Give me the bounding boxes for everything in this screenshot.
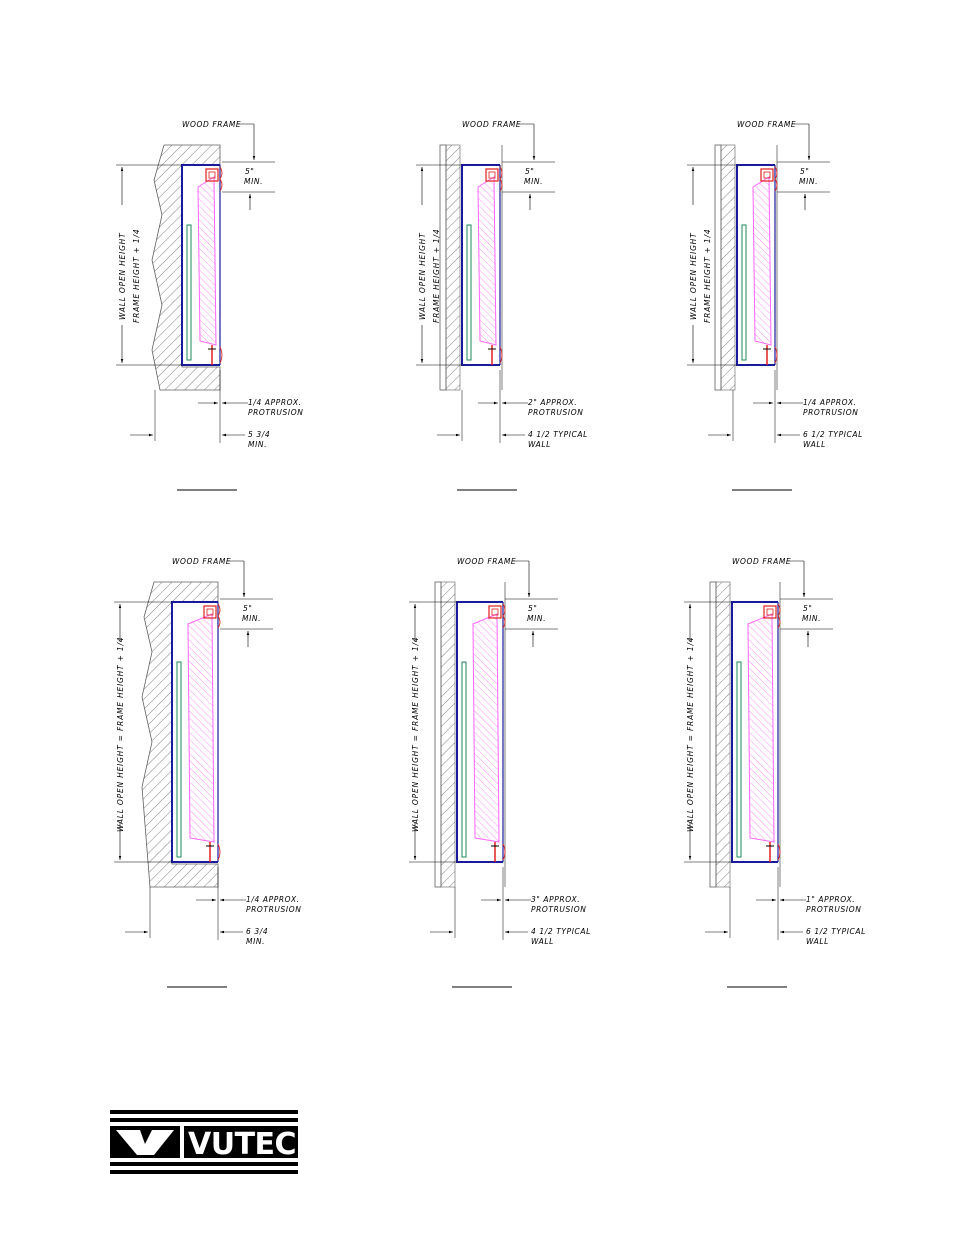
clearance-min: MIN. <box>802 614 821 623</box>
inner-panel <box>466 224 472 361</box>
clearance-min: MIN. <box>527 614 546 623</box>
protrusion-sub: PROTRUSION <box>528 408 583 417</box>
inner-panel <box>461 661 467 858</box>
screen-hatch <box>472 613 500 843</box>
wood-frame-label: WOOD FRAME <box>732 557 791 566</box>
height-label: WALL OPEN HEIGHT <box>118 232 127 320</box>
vutec-logo: VUTEC <box>110 1110 298 1174</box>
detail-3: WOOD FRAME 5"MIN. WALL OPEN HEIGHT FRAME HE… <box>687 120 863 491</box>
detail-5: WOOD FRAME 5"MIN. WALL OPEN HEIGHT = FRAME… <box>409 557 591 988</box>
wood-frame-label: WOOD FRAME <box>457 557 516 566</box>
wood-frame-block <box>485 168 499 182</box>
wood-frame-label: WOOD FRAME <box>737 120 796 129</box>
inner-panel <box>186 224 192 361</box>
clearance-value: 5" <box>245 167 254 176</box>
height-label-2: FRAME HEIGHT + 1/4 <box>132 229 141 323</box>
wood-frame-label: WOOD FRAME <box>462 120 521 129</box>
protrusion-value: 2" APPROX. <box>528 398 577 407</box>
wall-stud <box>709 581 717 888</box>
wood-frame-block <box>203 605 217 619</box>
protrusion-sub: PROTRUSION <box>531 905 586 914</box>
screen-hatch <box>197 176 217 346</box>
brand-name: VUTEC <box>188 1127 296 1162</box>
wood-frame-block <box>760 168 774 182</box>
depth-value: 4 1/2 TYPICAL <box>531 927 591 936</box>
clearance-min: MIN. <box>242 614 261 623</box>
wood-frame-block <box>763 605 777 619</box>
height-label-2: FRAME HEIGHT + 1/4 <box>703 229 712 323</box>
protrusion-value: 1/4 APPROX. <box>803 398 857 407</box>
v-mark-icon <box>116 1130 174 1155</box>
protrusion-value: 1" APPROX. <box>806 895 855 904</box>
frame-outline <box>461 164 500 366</box>
depth-sub: WALL <box>528 440 551 449</box>
height-label: WALL OPEN HEIGHT = FRAME HEIGHT + 1/4 <box>411 637 420 832</box>
screen-hatch <box>187 613 215 843</box>
protrusion-sub: PROTRUSION <box>803 408 858 417</box>
clearance-min: MIN. <box>799 177 818 186</box>
wood-frame-label: WOOD FRAME <box>182 120 241 129</box>
protrusion-sub: PROTRUSION <box>246 905 301 914</box>
clearance-value: 5" <box>528 604 537 613</box>
screen-hatch <box>747 613 775 843</box>
wood-frame-block <box>488 605 502 619</box>
height-label: WALL OPEN HEIGHT = FRAME HEIGHT + 1/4 <box>686 637 695 832</box>
screen-hatch <box>477 176 497 346</box>
clearance-min: MIN. <box>244 177 263 186</box>
clearance-value: 5" <box>243 604 252 613</box>
depth-value: 6 1/2 TYPICAL <box>803 430 863 439</box>
depth-sub: MIN. <box>248 440 267 449</box>
height-label-2: FRAME HEIGHT + 1/4 <box>432 229 441 323</box>
depth-value: 4 1/2 TYPICAL <box>528 430 588 439</box>
clearance-value: 5" <box>803 604 812 613</box>
depth-value: 6 1/2 TYPICAL <box>806 927 866 936</box>
wall-core <box>445 144 461 391</box>
depth-sub: MIN. <box>246 937 265 946</box>
detail-2: WOOD FRAME 5"MIN. WALL OPEN HEIGHT FRAME HE… <box>416 120 588 491</box>
inner-panel <box>741 224 747 361</box>
frame-outline <box>171 601 218 863</box>
wood-frame-block <box>205 168 219 182</box>
depth-sub: WALL <box>531 937 554 946</box>
wall-stud <box>714 144 722 391</box>
inner-panel <box>176 661 182 858</box>
clearance-value: 5" <box>525 167 534 176</box>
frame-outline <box>181 164 220 366</box>
protrusion-value: 1/4 APPROX. <box>246 895 300 904</box>
depth-value: 6 3/4 <box>246 927 268 936</box>
inner-panel <box>736 661 742 858</box>
wall-core <box>715 581 731 888</box>
frame-outline <box>456 601 503 863</box>
protrusion-value: 1/4 APPROX. <box>248 398 302 407</box>
screen-hatch <box>752 176 772 346</box>
wood-frame-label: WOOD FRAME <box>172 557 231 566</box>
depth-sub: WALL <box>803 440 826 449</box>
depth-sub: WALL <box>806 937 829 946</box>
wall-stud <box>434 581 442 888</box>
protrusion-sub: PROTRUSION <box>806 905 861 914</box>
protrusion-sub: PROTRUSION <box>248 408 303 417</box>
height-label: WALL OPEN HEIGHT <box>418 232 427 320</box>
height-label: WALL OPEN HEIGHT = FRAME HEIGHT + 1/4 <box>116 637 125 832</box>
wall-core <box>440 581 456 888</box>
protrusion-value: 3" APPROX. <box>531 895 580 904</box>
clearance-value: 5" <box>800 167 809 176</box>
frame-outline <box>731 601 778 863</box>
wall-core <box>720 144 736 391</box>
detail-6: WOOD FRAME 5"MIN. WALL OPEN HEIGHT = FRAME… <box>684 557 866 988</box>
height-label: WALL OPEN HEIGHT <box>689 232 698 320</box>
frame-outline <box>736 164 775 366</box>
clearance-min: MIN. <box>524 177 543 186</box>
depth-value: 5 3/4 <box>248 430 270 439</box>
